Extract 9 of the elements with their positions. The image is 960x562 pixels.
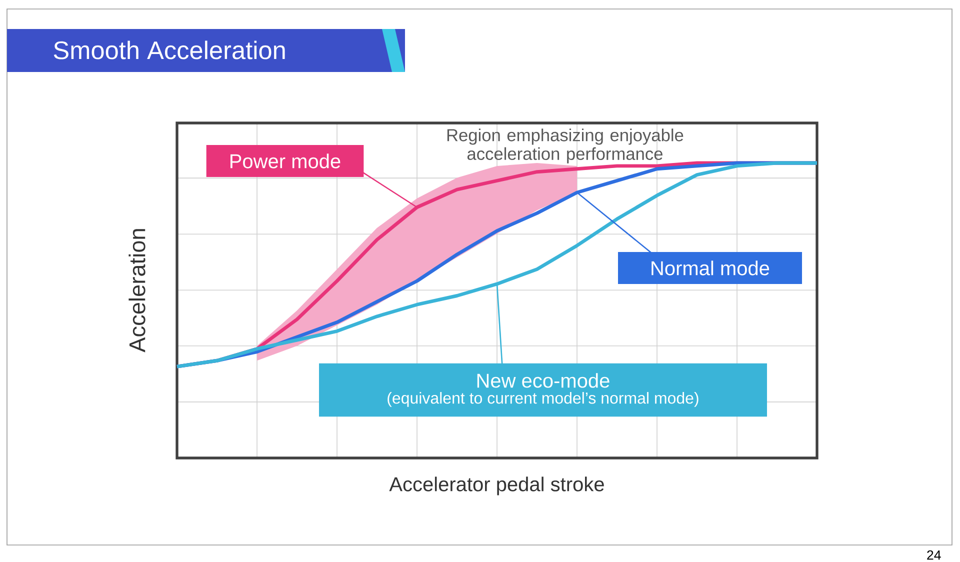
y-axis-title: Acceleration xyxy=(128,229,146,352)
text: 24 xyxy=(927,550,941,560)
text: Normal mode xyxy=(652,260,770,276)
annotation: (equivalent to current model’s normal mode) xyxy=(388,392,698,407)
text: New eco-mode xyxy=(477,373,610,388)
annotation: Region emphasizing enjoyable acceleration performance xyxy=(447,128,684,164)
chart-title: Smooth Acceleration xyxy=(54,40,285,60)
x-axis-title: Accelerator pedal stroke xyxy=(389,476,604,496)
text: Power mode xyxy=(230,154,340,168)
